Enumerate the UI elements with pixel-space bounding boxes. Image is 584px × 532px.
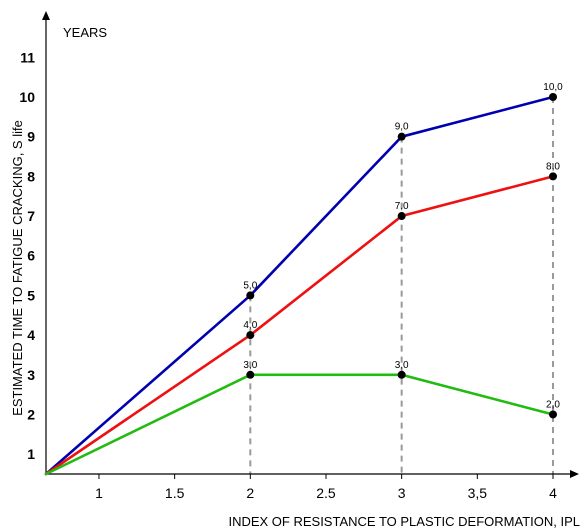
axes [42,11,579,478]
x-tick-label: 1 [95,485,103,501]
data-point [246,291,255,300]
y-tick-label: 9 [27,129,35,145]
y-tick-label: 7 [27,208,35,224]
drop-lines [249,97,554,474]
series-line [44,373,555,476]
data-point [549,410,557,419]
x-tick-label: 1.5 [165,485,185,501]
y-tick-label: 8 [27,168,35,184]
y-axis-title: ESTIMATED TIME TO FATIGUE CRACKING, S li… [10,120,25,416]
x-tick-label: 3,5 [468,485,488,501]
data-label: 7,0 [395,201,409,212]
y-tick-label: 10 [19,89,35,105]
series-line [44,95,555,476]
data-point [549,172,557,181]
x-axis-arrow [570,470,579,478]
data-labels: 5,0 9,0 10,0 4,0 7,0 8,0 3,0 3,0 2,0 [243,82,563,410]
data-label: 9,0 [395,122,409,133]
y-tick-label: 5 [27,287,35,303]
x-axis-title: INDEX OF RESISTANCE TO PLASTIC DEFORMATI… [228,514,580,529]
data-point [397,212,406,221]
data-label: 10,0 [543,82,563,93]
x-tick-label: 2 [246,485,254,501]
data-label: 3,0 [395,360,409,371]
y-tick-label: 1 [27,446,35,462]
ticks: 1 1.5 2 2.5 3 3,5 4 1 2 3 4 5 6 7 8 9 10 11 [19,49,557,501]
y-tick-label: 2 [27,406,35,422]
data-point [246,370,255,379]
y-tick-label: 11 [20,49,35,65]
x-tick-label: 3 [398,485,406,501]
data-label: 4,0 [243,320,257,331]
x-tick-label: 2.5 [316,485,336,501]
data-point [397,132,406,141]
y-tick-label: 3 [27,367,35,383]
y-tick-label: 4 [27,327,35,343]
data-point [397,370,406,379]
series [44,93,557,476]
data-label: 3,0 [243,360,257,371]
data-label: 2,0 [546,399,560,410]
y-tick-label: 6 [27,248,35,264]
series-line [44,175,555,476]
data-point [549,93,557,101]
data-label: 8,0 [546,161,560,172]
y-axis-arrow [42,11,50,20]
x-tick-label: 4 [549,485,557,501]
data-label: 5,0 [243,280,257,291]
data-point [246,331,255,340]
y-unit-label: YEARS [63,25,107,40]
